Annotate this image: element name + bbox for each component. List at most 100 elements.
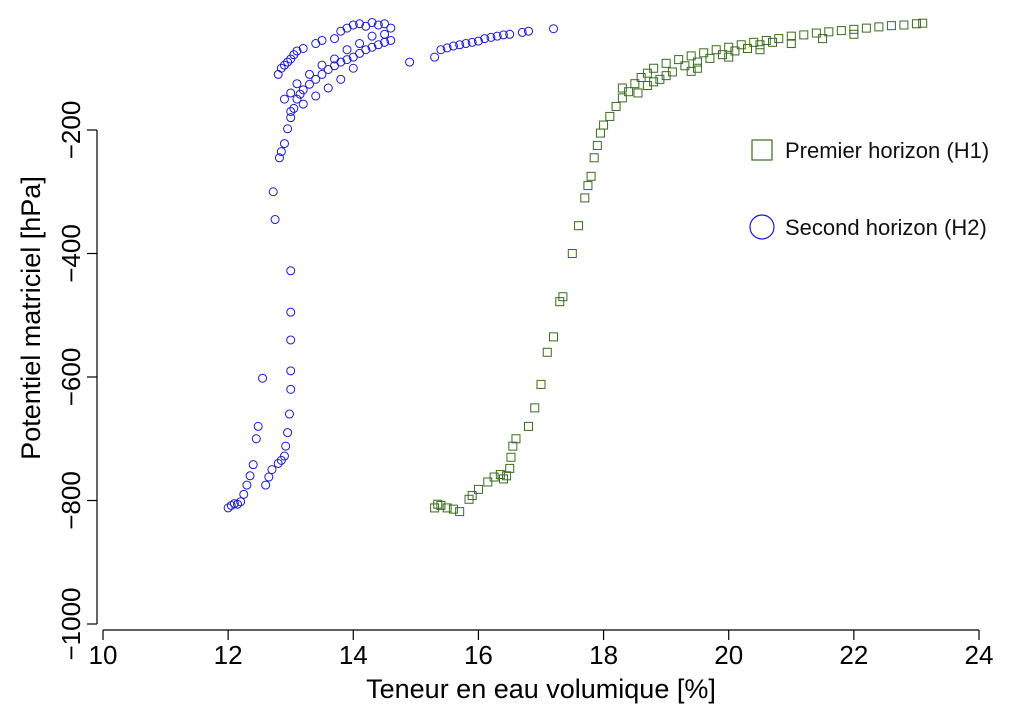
data-point-series-2 — [253, 421, 263, 431]
data-point-series-1 — [605, 111, 615, 121]
data-point-series-2 — [311, 74, 321, 84]
data-point-series-2 — [298, 85, 308, 95]
data-point-series-2 — [268, 187, 278, 197]
data-point-series-2 — [289, 103, 299, 113]
data-point-series-2 — [549, 24, 559, 34]
data-point-series-1 — [506, 452, 516, 462]
y-tick-label: −400 — [56, 224, 86, 283]
data-point-series-2 — [486, 32, 496, 42]
y-axis-title: Potentiel matriciel [hPa] — [16, 176, 46, 460]
data-point-series-1 — [549, 332, 559, 342]
data-point-series-1 — [630, 79, 640, 89]
data-point-series-2 — [298, 43, 308, 53]
data-point-series-1 — [599, 120, 609, 130]
data-point-series-1 — [886, 21, 896, 31]
data-point-series-1 — [586, 171, 596, 181]
data-point-series-2 — [286, 366, 296, 376]
data-point-series-1 — [661, 71, 671, 81]
x-tick-label: 10 — [89, 640, 118, 670]
x-tick-label: 16 — [464, 640, 493, 670]
data-point-series-1 — [717, 50, 727, 60]
data-point-series-1 — [861, 23, 871, 33]
data-point-series-2 — [455, 40, 465, 50]
data-point-series-2 — [292, 94, 302, 104]
data-point-series-2 — [355, 19, 365, 29]
data-point-series-2 — [245, 471, 255, 481]
data-point-series-2 — [311, 39, 321, 49]
data-point-series-1 — [536, 379, 546, 389]
data-point-series-1 — [633, 88, 643, 98]
data-point-series-2 — [473, 36, 483, 46]
data-point-series-2 — [317, 69, 327, 79]
data-point-series-1 — [742, 43, 752, 53]
data-point-series-2 — [342, 23, 352, 33]
data-point-series-1 — [592, 140, 602, 150]
data-point-series-2 — [330, 54, 340, 64]
data-point-series-1 — [589, 153, 599, 163]
data-point-series-2 — [286, 307, 296, 317]
data-point-series-1 — [483, 477, 493, 487]
data-point-series-2 — [373, 20, 383, 30]
data-point-series-2 — [258, 373, 268, 383]
data-point-series-1 — [523, 421, 533, 431]
data-point-series-2 — [367, 18, 377, 28]
x-tick-label: 24 — [965, 640, 994, 670]
data-point-series-2 — [342, 55, 352, 65]
data-point-series-2 — [367, 31, 377, 41]
data-point-series-2 — [283, 124, 293, 134]
data-point-series-2 — [242, 480, 252, 490]
data-point-series-1 — [724, 52, 734, 62]
data-point-series-1 — [692, 57, 702, 67]
data-point-series-1 — [818, 34, 828, 44]
data-point-series-2 — [461, 39, 471, 49]
data-point-series-2 — [286, 113, 296, 123]
data-point-series-2 — [317, 35, 327, 45]
data-point-series-1 — [755, 45, 765, 55]
data-point-series-1 — [874, 22, 884, 32]
data-point-series-2 — [292, 79, 302, 89]
data-point-series-2 — [273, 458, 283, 468]
data-point-series-2 — [380, 19, 390, 29]
data-point-series-2 — [448, 41, 458, 51]
data-point-series-1 — [674, 55, 684, 65]
data-point-series-1 — [699, 48, 709, 58]
data-point-series-1 — [836, 26, 846, 36]
data-point-series-2 — [279, 94, 289, 104]
data-point-series-1 — [448, 504, 458, 514]
x-axis-title: Teneur en eau volumique [%] — [366, 674, 716, 704]
data-point-series-2 — [264, 472, 274, 482]
data-point-series-2 — [367, 42, 377, 52]
data-point-series-2 — [480, 34, 490, 44]
data-point-series-1 — [849, 29, 859, 39]
y-ticks: −200 −400 −600 −800 −1000 — [56, 101, 97, 661]
data-point-series-2 — [276, 63, 286, 73]
data-point-series-2 — [281, 441, 291, 451]
data-point-series-1 — [567, 249, 577, 258]
x-tick-label: 20 — [714, 640, 743, 670]
data-point-series-1 — [786, 31, 796, 41]
data-point-series-2 — [279, 60, 289, 70]
data-point-series-1 — [642, 68, 652, 78]
data-point-series-1 — [918, 18, 928, 28]
data-point-series-2 — [304, 79, 314, 89]
data-point-series-2 — [505, 29, 515, 39]
data-point-series-2 — [436, 45, 446, 55]
data-point-series-2 — [283, 428, 293, 438]
data-point-series-2 — [239, 489, 249, 499]
data-point-series-1 — [649, 63, 659, 73]
data-point-series-1 — [617, 93, 627, 103]
data-point-series-2 — [251, 434, 261, 444]
data-point-series-1 — [433, 499, 443, 509]
x-tick-label: 12 — [214, 640, 243, 670]
data-point-series-1 — [498, 474, 508, 484]
data-point-series-2 — [284, 409, 294, 419]
data-point-series-2 — [430, 52, 440, 62]
data-point-series-2 — [442, 43, 452, 53]
data-point-series-1 — [711, 45, 721, 55]
data-point-series-2 — [386, 35, 396, 45]
data-point-series-1 — [911, 19, 921, 29]
data-point-series-2 — [355, 39, 365, 49]
data-point-series-1 — [473, 484, 483, 494]
data-point-series-2 — [348, 20, 358, 30]
data-point-series-2 — [276, 147, 286, 157]
